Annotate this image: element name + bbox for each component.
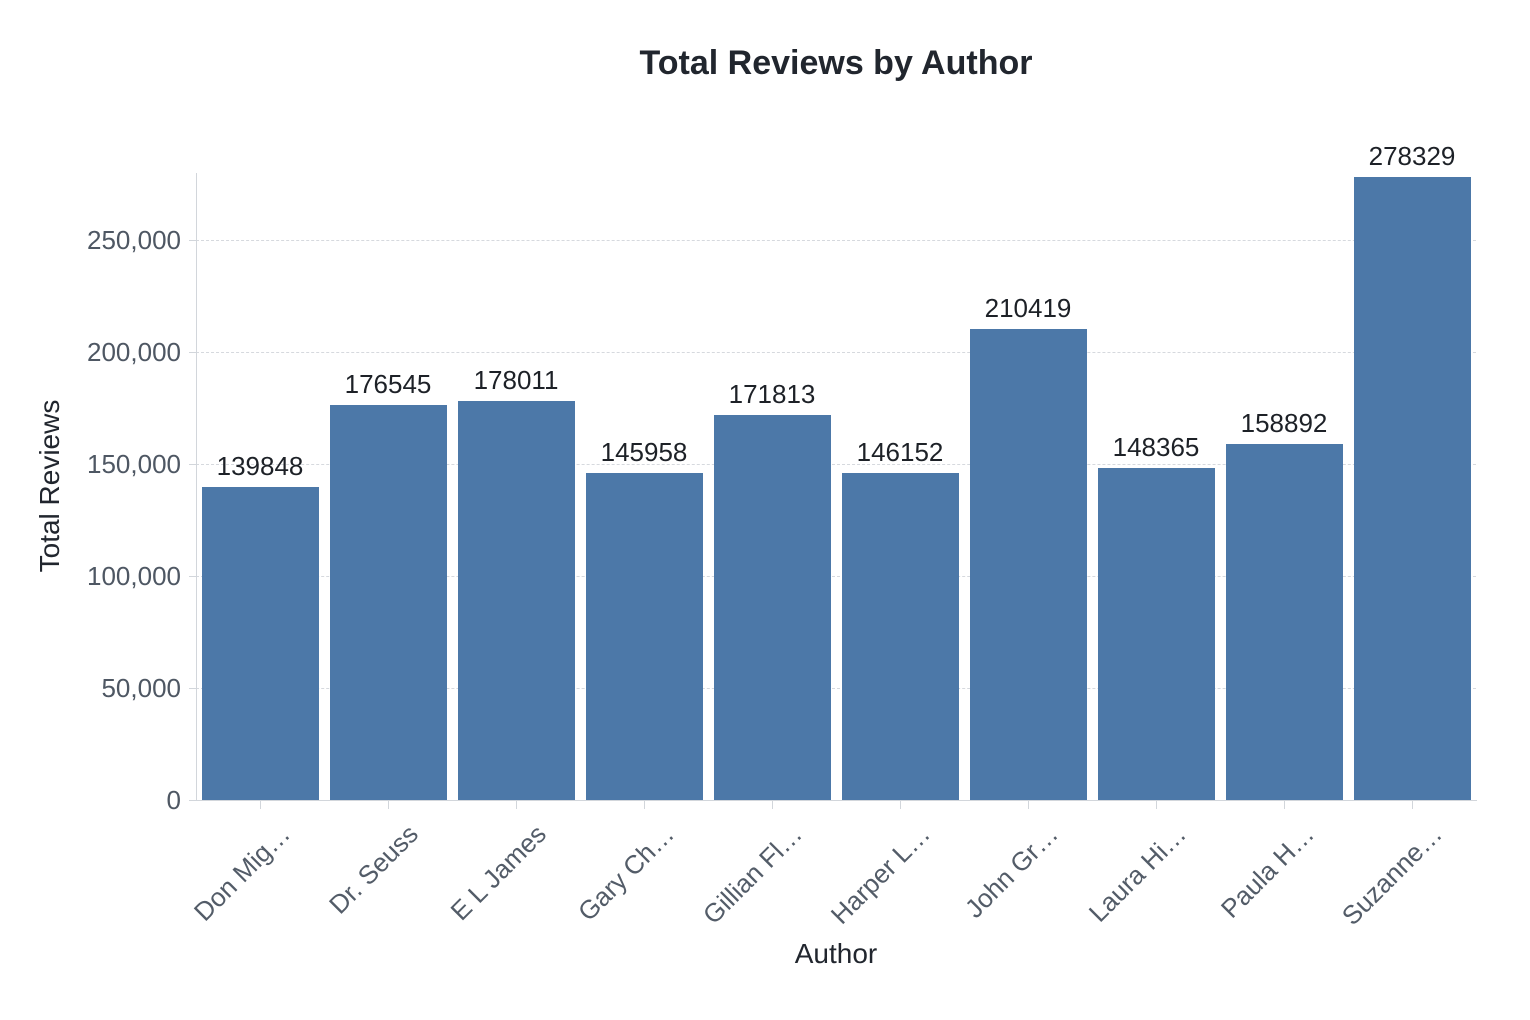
x-axis-tick <box>388 801 389 809</box>
x-axis-tick <box>1412 801 1413 809</box>
x-axis-tick <box>1284 801 1285 809</box>
y-axis-tick <box>189 576 196 577</box>
bar <box>201 486 319 800</box>
y-tick-label: 200,000 <box>87 337 181 367</box>
y-axis-tick <box>189 800 196 801</box>
x-axis-tick <box>1028 801 1029 809</box>
gridline <box>196 464 1476 465</box>
y-tick-label: 250,000 <box>87 225 181 255</box>
bar-value-label: 148365 <box>1112 431 1200 462</box>
x-axis-tick <box>644 801 645 809</box>
gridline <box>196 352 1476 353</box>
bar <box>585 473 703 800</box>
y-axis-tick <box>189 688 196 689</box>
y-axis-tick <box>189 352 196 353</box>
x-axis-tick <box>1156 801 1157 809</box>
y-axis-tick <box>189 464 196 465</box>
y-axis-line <box>196 173 197 801</box>
bar <box>969 328 1087 800</box>
bar-value-label: 171813 <box>728 379 816 410</box>
x-axis-tick <box>772 801 773 809</box>
chart-title: Total Reviews by Author <box>639 44 1033 82</box>
x-axis-line <box>196 800 1477 801</box>
x-axis-tick <box>516 801 517 809</box>
gridline <box>196 240 1476 241</box>
bar <box>1225 444 1343 800</box>
bar <box>1353 176 1471 800</box>
bar <box>457 401 575 800</box>
y-axis-tick <box>189 240 196 241</box>
bar-value-label: 158892 <box>1240 408 1328 439</box>
gridline <box>196 688 1476 689</box>
bar <box>329 404 447 800</box>
gridline <box>196 576 1476 577</box>
bar-value-label: 210419 <box>984 292 1072 323</box>
x-axis-title: Author <box>794 938 878 969</box>
bar-value-label: 178011 <box>473 365 559 396</box>
bar-value-label: 278329 <box>1368 140 1456 171</box>
y-tick-label: 150,000 <box>87 449 181 479</box>
bar-value-label: 145958 <box>600 437 688 468</box>
bar-value-label: 139848 <box>216 450 304 481</box>
bar <box>713 415 831 800</box>
bar-value-label: 146152 <box>856 436 944 467</box>
y-tick-label: 100,000 <box>87 561 181 591</box>
x-axis-tick <box>260 801 261 809</box>
bar <box>1097 467 1215 800</box>
y-tick-label: 50,000 <box>101 673 181 703</box>
bar <box>841 472 959 800</box>
x-axis-tick <box>900 801 901 809</box>
y-tick-label: 0 <box>166 785 181 815</box>
bar-value-label: 176545 <box>344 368 432 399</box>
